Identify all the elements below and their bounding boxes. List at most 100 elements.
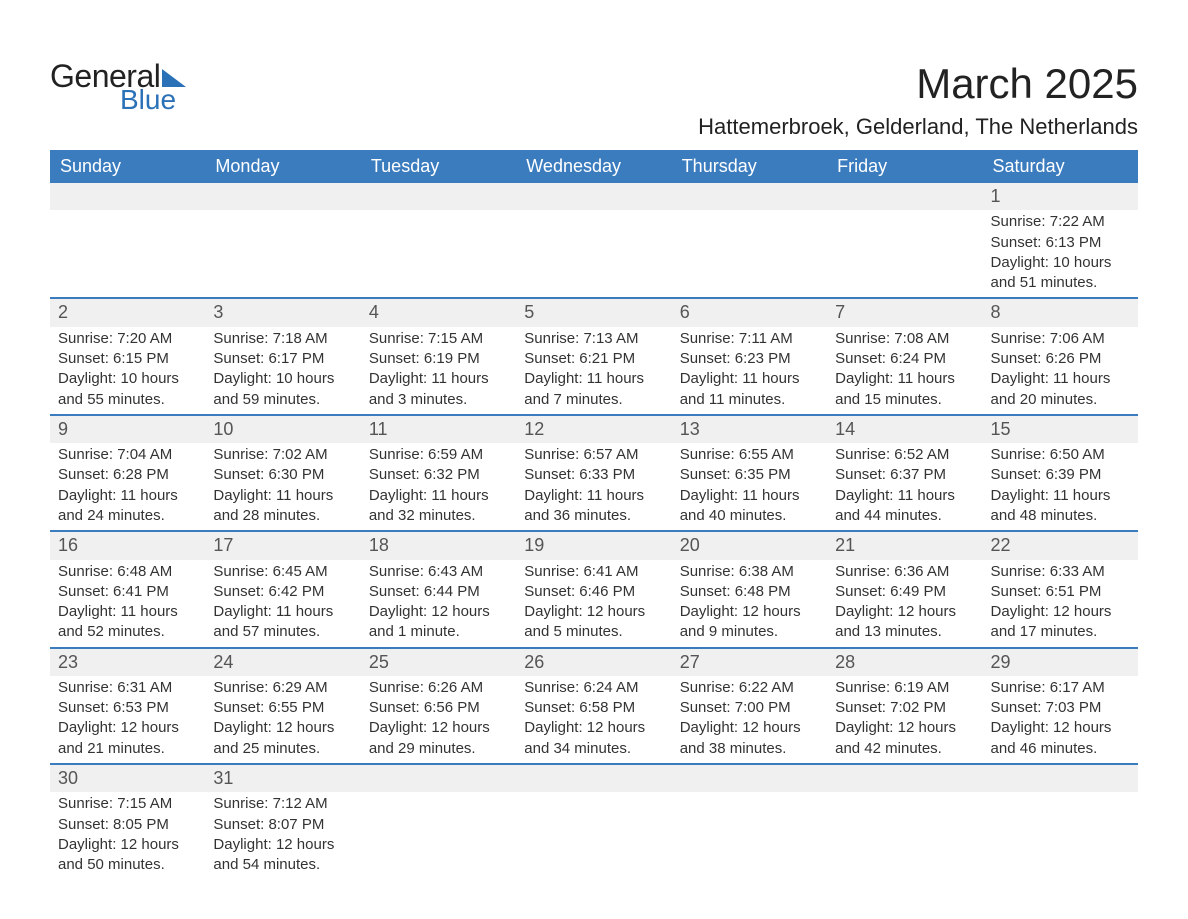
daylight-line-2: and 13 minutes. — [835, 622, 974, 642]
sunrise-line: Sunrise: 7:20 AM — [58, 329, 197, 349]
day-number: 20 — [672, 532, 827, 559]
sunset-line: Sunset: 6:51 PM — [991, 582, 1130, 602]
day-content-cell — [672, 792, 827, 879]
day-content — [516, 792, 671, 812]
sunrise-line: Sunrise: 7:11 AM — [680, 329, 819, 349]
calendar-header-row: Sunday Monday Tuesday Wednesday Thursday… — [50, 150, 1138, 183]
sunrise-line: Sunrise: 7:02 AM — [213, 445, 352, 465]
sunrise-line: Sunrise: 6:59 AM — [369, 445, 508, 465]
sunrise-line: Sunrise: 7:13 AM — [524, 329, 663, 349]
day-content: Sunrise: 7:13 AMSunset: 6:21 PMDaylight:… — [516, 327, 671, 414]
day-number-cell: 29 — [983, 648, 1138, 676]
day-content-cell: Sunrise: 7:04 AMSunset: 6:28 PMDaylight:… — [50, 443, 205, 531]
daylight-line-1: Daylight: 10 hours — [58, 369, 197, 389]
daylight-line-2: and 1 minute. — [369, 622, 508, 642]
daylight-line-2: and 15 minutes. — [835, 390, 974, 410]
day-number-cell: 22 — [983, 531, 1138, 559]
daylight-line-1: Daylight: 10 hours — [213, 369, 352, 389]
day-content: Sunrise: 7:02 AMSunset: 6:30 PMDaylight:… — [205, 443, 360, 530]
day-content-cell: Sunrise: 6:17 AMSunset: 7:03 PMDaylight:… — [983, 676, 1138, 764]
daylight-line-1: Daylight: 12 hours — [213, 835, 352, 855]
day-number-cell: 16 — [50, 531, 205, 559]
day-number-cell: 23 — [50, 648, 205, 676]
day-content-cell — [827, 792, 982, 879]
sunset-line: Sunset: 6:15 PM — [58, 349, 197, 369]
daylight-line-2: and 55 minutes. — [58, 390, 197, 410]
day-number-cell: 1 — [983, 183, 1138, 210]
daylight-line-2: and 54 minutes. — [213, 855, 352, 875]
sunset-line: Sunset: 6:58 PM — [524, 698, 663, 718]
daylight-line-2: and 46 minutes. — [991, 739, 1130, 759]
sunset-line: Sunset: 6:48 PM — [680, 582, 819, 602]
day-content: Sunrise: 7:22 AMSunset: 6:13 PMDaylight:… — [983, 210, 1138, 297]
day-number — [672, 183, 827, 187]
day-content — [361, 792, 516, 812]
daylight-line-2: and 11 minutes. — [680, 390, 819, 410]
sunrise-line: Sunrise: 6:31 AM — [58, 678, 197, 698]
sunrise-line: Sunrise: 6:36 AM — [835, 562, 974, 582]
sunset-line: Sunset: 6:46 PM — [524, 582, 663, 602]
sunset-line: Sunset: 6:53 PM — [58, 698, 197, 718]
day-number-cell — [50, 183, 205, 210]
sunset-line: Sunset: 7:02 PM — [835, 698, 974, 718]
col-tuesday: Tuesday — [361, 150, 516, 183]
day-number: 7 — [827, 299, 982, 326]
daylight-line-1: Daylight: 12 hours — [58, 835, 197, 855]
day-content: Sunrise: 7:15 AMSunset: 6:19 PMDaylight:… — [361, 327, 516, 414]
day-content-cell — [50, 210, 205, 298]
daylight-line-2: and 9 minutes. — [680, 622, 819, 642]
sunrise-line: Sunrise: 6:38 AM — [680, 562, 819, 582]
daylight-line-1: Daylight: 11 hours — [58, 486, 197, 506]
day-number: 15 — [983, 416, 1138, 443]
daylight-line-1: Daylight: 11 hours — [213, 602, 352, 622]
day-content: Sunrise: 6:38 AMSunset: 6:48 PMDaylight:… — [672, 560, 827, 647]
sunset-line: Sunset: 6:32 PM — [369, 465, 508, 485]
sunset-line: Sunset: 6:21 PM — [524, 349, 663, 369]
day-content: Sunrise: 7:08 AMSunset: 6:24 PMDaylight:… — [827, 327, 982, 414]
day-number: 3 — [205, 299, 360, 326]
day-number — [50, 183, 205, 187]
sunset-line: Sunset: 6:39 PM — [991, 465, 1130, 485]
sunrise-line: Sunrise: 6:48 AM — [58, 562, 197, 582]
day-content — [516, 210, 671, 230]
day-number: 31 — [205, 765, 360, 792]
daylight-line-1: Daylight: 12 hours — [991, 602, 1130, 622]
sunset-line: Sunset: 7:03 PM — [991, 698, 1130, 718]
day-content-cell — [361, 210, 516, 298]
day-content: Sunrise: 7:18 AMSunset: 6:17 PMDaylight:… — [205, 327, 360, 414]
daylight-line-2: and 28 minutes. — [213, 506, 352, 526]
day-content-cell: Sunrise: 6:48 AMSunset: 6:41 PMDaylight:… — [50, 560, 205, 648]
day-number-cell: 11 — [361, 415, 516, 443]
day-number-cell — [672, 183, 827, 210]
day-number-cell: 6 — [672, 298, 827, 326]
sunset-line: Sunset: 6:30 PM — [213, 465, 352, 485]
day-number — [827, 183, 982, 187]
col-friday: Friday — [827, 150, 982, 183]
daylight-line-1: Daylight: 11 hours — [835, 486, 974, 506]
daylight-line-1: Daylight: 11 hours — [213, 486, 352, 506]
day-number: 5 — [516, 299, 671, 326]
day-number — [516, 183, 671, 187]
day-number — [983, 765, 1138, 769]
day-number-cell: 9 — [50, 415, 205, 443]
day-content — [672, 210, 827, 230]
daylight-line-1: Daylight: 12 hours — [369, 718, 508, 738]
day-number: 14 — [827, 416, 982, 443]
daylight-line-1: Daylight: 12 hours — [524, 602, 663, 622]
sunrise-line: Sunrise: 7:15 AM — [58, 794, 197, 814]
calendar-body: 1Sunrise: 7:22 AMSunset: 6:13 PMDaylight… — [50, 183, 1138, 879]
day-number: 1 — [983, 183, 1138, 210]
daylight-line-2: and 20 minutes. — [991, 390, 1130, 410]
day-content — [50, 210, 205, 230]
col-thursday: Thursday — [672, 150, 827, 183]
sunset-line: Sunset: 6:13 PM — [991, 233, 1130, 253]
sunrise-line: Sunrise: 6:29 AM — [213, 678, 352, 698]
day-content-cell: Sunrise: 7:22 AMSunset: 6:13 PMDaylight:… — [983, 210, 1138, 298]
sunset-line: Sunset: 6:19 PM — [369, 349, 508, 369]
day-number-cell — [827, 183, 982, 210]
daylight-line-2: and 3 minutes. — [369, 390, 508, 410]
sunset-line: Sunset: 6:37 PM — [835, 465, 974, 485]
sunset-line: Sunset: 6:26 PM — [991, 349, 1130, 369]
day-number — [205, 183, 360, 187]
day-content: Sunrise: 7:06 AMSunset: 6:26 PMDaylight:… — [983, 327, 1138, 414]
